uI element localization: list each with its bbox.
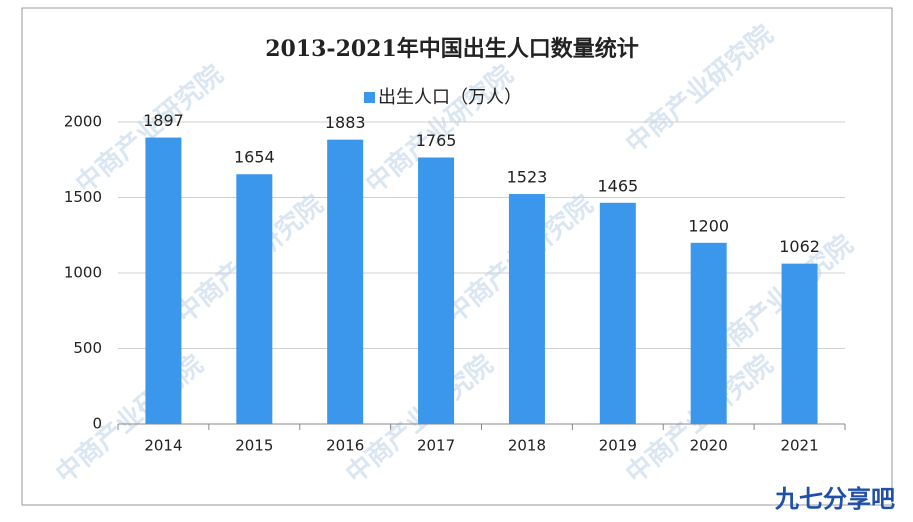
y-tick-label: 1500 xyxy=(64,188,102,206)
x-tick-label: 2019 xyxy=(599,437,637,455)
data-label: 1654 xyxy=(234,148,275,167)
bar xyxy=(690,242,727,424)
logo: 九七分享吧 xyxy=(774,485,895,513)
y-tick-label: 1000 xyxy=(64,264,102,282)
data-label: 1523 xyxy=(507,168,548,187)
y-tick-label: 0 xyxy=(92,415,102,433)
bar xyxy=(236,174,273,424)
bar xyxy=(145,137,182,425)
bar xyxy=(418,157,455,425)
x-tick-label: 2017 xyxy=(417,437,455,455)
legend-swatch xyxy=(364,92,375,103)
data-label: 1062 xyxy=(779,237,820,256)
x-tick-label: 2015 xyxy=(235,437,273,455)
bar xyxy=(781,263,818,424)
data-label: 1883 xyxy=(325,113,366,132)
x-tick-label: 2020 xyxy=(690,437,728,455)
y-tick-label: 2000 xyxy=(64,113,102,131)
chart-title: 2013-2021年中国出生人口数量统计 xyxy=(265,36,639,62)
bar xyxy=(327,139,364,425)
x-tick-label: 2018 xyxy=(508,437,546,455)
data-label: 1465 xyxy=(597,176,638,195)
data-label: 1765 xyxy=(416,131,457,150)
data-label: 1200 xyxy=(688,216,729,235)
x-tick-label: 2016 xyxy=(326,437,364,455)
bar xyxy=(599,202,636,424)
x-tick-label: 2014 xyxy=(144,437,182,455)
bar xyxy=(508,194,545,424)
data-label: 1897 xyxy=(143,111,184,130)
legend-label: 出生人口（万人） xyxy=(378,87,522,108)
y-tick-label: 500 xyxy=(73,339,102,357)
x-tick-label: 2021 xyxy=(780,437,818,455)
